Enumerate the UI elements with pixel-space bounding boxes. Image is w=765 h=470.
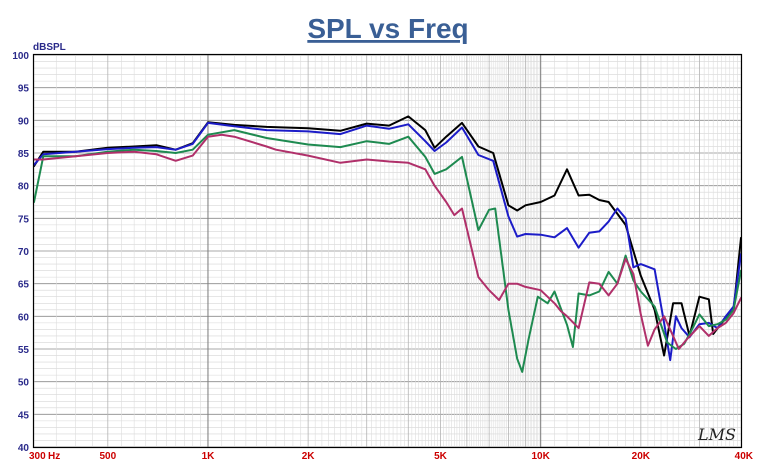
series-line-4 [33,133,742,350]
x-tick-label: 1K [202,451,216,462]
series-line-3 [33,129,742,373]
x-tick-label: 5K [434,451,448,462]
x-tick-label: 40K [735,451,754,462]
y-tick-label: 90 [18,116,30,127]
grid [33,54,742,448]
y-tick-label: 45 [18,410,30,421]
y-tick-label: 80 [18,182,30,193]
x-tick-label: 10K [532,451,551,462]
plot-frame [32,53,743,449]
series-lines [33,115,742,373]
y-tick-label: 75 [18,214,30,225]
axis-tick-labels: 40 45 50 55 60 65 70 75 80 85 90 95 100 300 500 1K 2K 5K 1… [12,51,753,462]
x-tick-label: 300 [29,451,46,462]
y-tick-label: 100 [12,51,29,62]
y-tick-label: 50 [18,378,30,389]
y-tick-label: 70 [18,247,30,258]
chart-title: SPL vs Freq [307,13,468,44]
y-tick-label: 55 [18,345,30,356]
y-tick-label: 60 [18,312,30,323]
x-tick-label: 20K [632,451,651,462]
x-tick-label: 2K [302,451,316,462]
y-tick-label: 85 [18,149,30,160]
y-tick-label: 40 [18,443,30,454]
x-tick-label: 500 [99,451,116,462]
y-tick-label: 65 [18,280,30,291]
y-tick-label: 95 [18,84,30,95]
series-line-2 [33,121,742,362]
y-axis-unit-label: dBSPL [33,42,66,53]
x-axis-unit-label: Hz [48,451,60,462]
lms-logo: LMS [697,425,736,444]
